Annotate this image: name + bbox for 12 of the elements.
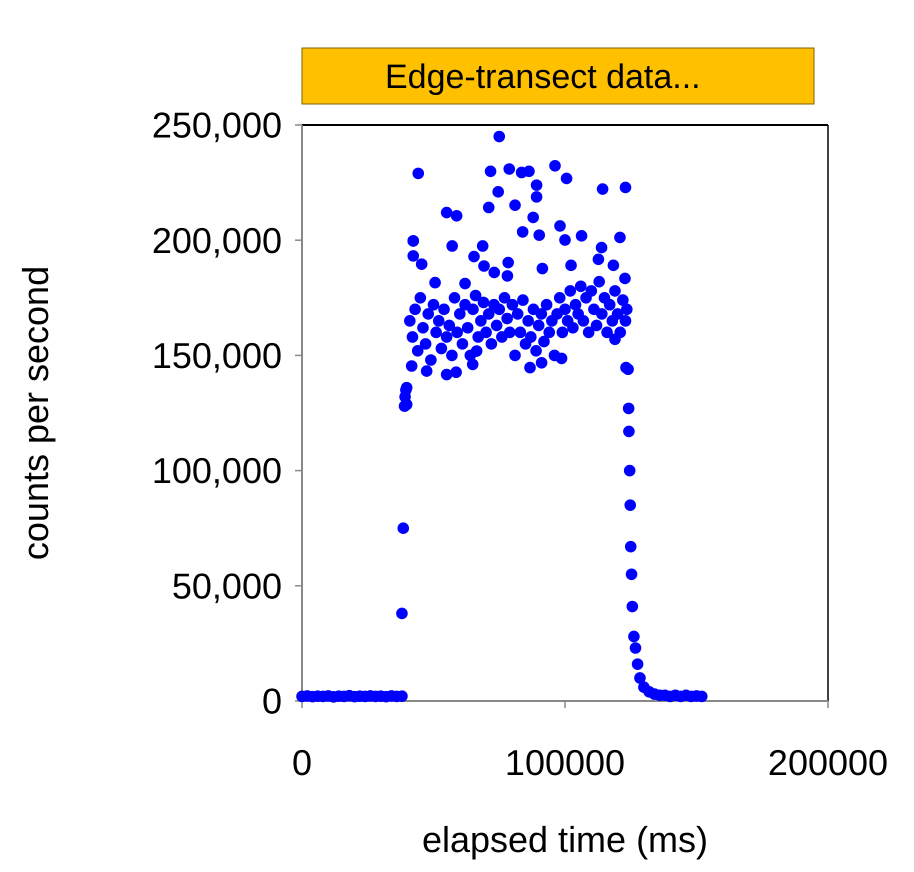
y-tick-label: 50,000 — [172, 565, 282, 606]
y-tick-label: 0 — [262, 680, 282, 722]
chart-title: Edge-transect data... — [385, 58, 701, 96]
x-tick-label: 200000 — [768, 742, 888, 783]
y-axis-title: counts per second — [15, 266, 56, 560]
y-tick-label: 150,000 — [152, 335, 282, 376]
x-tick-label: 100000 — [504, 742, 626, 783]
y-tick-label: 200,000 — [152, 220, 282, 261]
x-tick-label: 0 — [292, 742, 312, 783]
y-tick-label: 100,000 — [152, 450, 282, 492]
y-tick-label: 250,000 — [152, 104, 282, 146]
x-axis-title: elapsed time (ms) — [422, 819, 708, 860]
